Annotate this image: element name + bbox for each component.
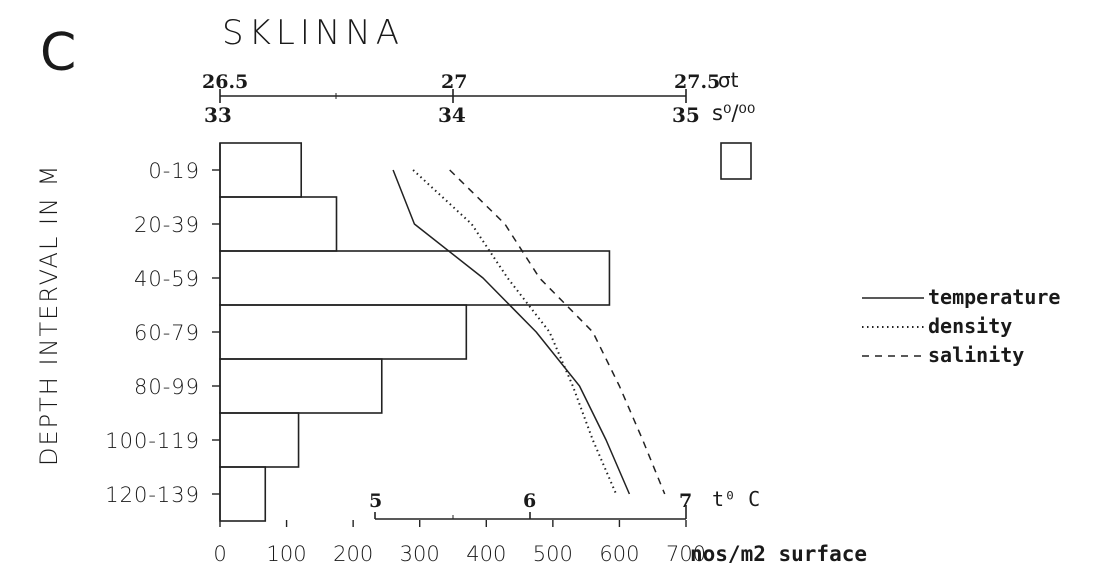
legend-label: density (928, 314, 1012, 338)
bar (219, 304, 468, 360)
y-categories: 0-19 20-39 40-59 60-79 80-99 100-119 120-139 (105, 159, 220, 507)
x-axis-label: nos/m2 surface (690, 542, 867, 566)
temperature-axis: 5 6 7 t⁰ C (369, 487, 760, 520)
salinity-tick-label: 33 (204, 103, 232, 127)
legend-label: temperature (928, 285, 1060, 309)
sigma-axis-label: σt (718, 68, 739, 92)
top-axis: 26.5 27 27.5 σt 33 34 35 s⁰/⁰⁰ (202, 68, 755, 127)
line-temperature (392, 169, 631, 495)
y-axis-label: DEPTH INTERVAL IN M (35, 164, 63, 466)
salinity-axis-label: s⁰/⁰⁰ (712, 101, 755, 125)
y-category-label: 60-79 (134, 321, 200, 345)
legend: temperature density salinity (862, 285, 1060, 367)
sigma-tick-label: 27.5 (674, 71, 720, 93)
profile-lines (392, 169, 666, 495)
salinity-tick-label: 34 (438, 103, 466, 127)
x-tick-label: 200 (333, 542, 373, 566)
chart-title: SKLINNA (222, 13, 404, 53)
panel-letter: C (40, 23, 76, 83)
x-tick-label: 600 (599, 542, 639, 566)
bar (219, 358, 383, 414)
legend-label: salinity (928, 343, 1024, 367)
y-category-label: 100-119 (105, 429, 200, 453)
bars-group (219, 142, 611, 522)
bar (219, 412, 300, 468)
x-tick-label: 500 (533, 542, 573, 566)
x-tick-label: 100 (267, 542, 307, 566)
x-tick-label: 700 (666, 542, 706, 566)
sigma-tick-label: 27 (441, 71, 467, 93)
bar (219, 142, 303, 198)
y-category-label: 0-19 (148, 159, 200, 183)
salinity-tick-label: 35 (672, 103, 700, 127)
y-category-label: 40-59 (134, 267, 200, 291)
temp-tick-label: 5 (369, 490, 382, 512)
x-ticks: 0 100 200 300 400 500 600 700 (213, 520, 706, 566)
y-category-label: 20-39 (134, 213, 200, 237)
y-category-label: 120-139 (105, 483, 200, 507)
bar (219, 196, 338, 252)
bar (219, 250, 611, 306)
line-salinity (449, 169, 666, 495)
x-tick-label: 300 (400, 542, 440, 566)
temp-tick-label: 6 (523, 490, 536, 512)
legend-box-icon (720, 142, 752, 180)
x-tick-label: 0 (213, 542, 226, 566)
line-density (412, 169, 618, 495)
bar (219, 466, 267, 522)
temp-axis-label: t⁰ C (712, 487, 760, 511)
temp-tick-label: 7 (679, 490, 692, 512)
y-category-label: 80-99 (134, 375, 200, 399)
x-tick-label: 400 (466, 542, 506, 566)
sigma-tick-label: 26.5 (202, 71, 248, 93)
